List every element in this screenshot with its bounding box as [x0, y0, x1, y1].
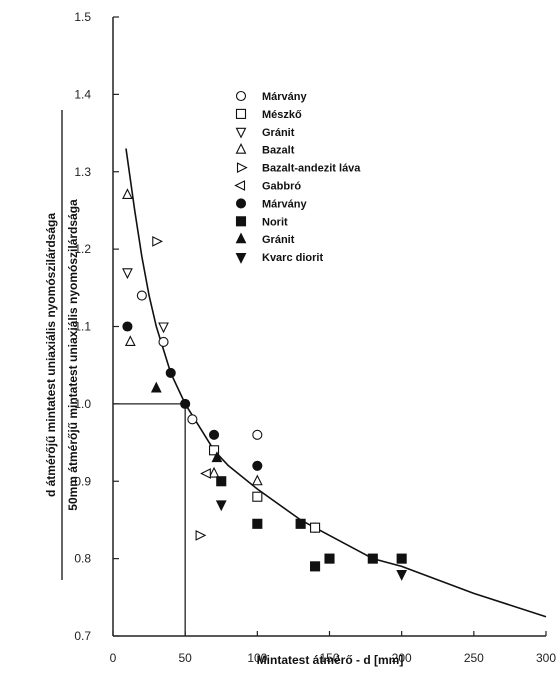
data-point [200, 468, 211, 479]
data-point [187, 414, 198, 425]
y-tick-label: 1.5 [74, 10, 91, 24]
data-point [208, 445, 220, 456]
data-point [251, 474, 263, 486]
legend-marker [235, 142, 247, 154]
data-point [367, 553, 378, 564]
y-tick-label: 1.4 [74, 87, 91, 101]
data-point [211, 451, 223, 463]
y-tick-label: 1.0 [74, 397, 91, 411]
data-point [396, 570, 408, 581]
legend-marker [235, 108, 247, 119]
data-point [215, 500, 227, 512]
y-tick-label: 1.2 [74, 242, 91, 256]
data-point [295, 518, 306, 529]
y-axis-title: d átmérőjű mintatest uniaxiális nyomószi… [44, 110, 80, 580]
data-point [216, 476, 227, 487]
x-tick-label: 150 [319, 651, 339, 665]
data-point [208, 466, 220, 478]
y-axis-title-denominator: 50mm átmérőjű mintatest uniaxiális nyomó… [66, 199, 80, 511]
data-point [158, 336, 169, 348]
data-point [252, 429, 263, 440]
data-point [158, 322, 169, 334]
x-tick-label: 300 [536, 651, 556, 665]
reference-lines [113, 403, 186, 636]
legend-label: Bazalt-andezit láva [262, 163, 361, 175]
data-point [180, 398, 191, 409]
y-tick-label: 0.8 [74, 552, 91, 566]
legend-label: Márvány [262, 91, 308, 103]
legend-marker [235, 198, 247, 209]
legend-label: Norit [262, 216, 288, 228]
x-tick-label: 0 [110, 651, 117, 665]
legend-marker [235, 90, 247, 102]
y-tick-label: 1.1 [74, 320, 91, 334]
y-axis-title-numerator: d átmérőjű mintatest uniaxiális nyomószi… [44, 213, 58, 497]
legend-marker [235, 216, 247, 227]
fit-curve [125, 148, 547, 618]
data-point [252, 460, 263, 471]
legend-label: Kvarc diorit [262, 252, 323, 264]
legend-label: Gránit [262, 234, 295, 246]
legend-label: Gránit [262, 127, 295, 139]
x-axis-title: Mintatest átmérő - d [mm] [257, 653, 404, 667]
legend-label: Márvány [262, 198, 308, 210]
data-point [136, 290, 147, 301]
y-tick-label: 0.7 [74, 629, 91, 643]
legend-marker [235, 232, 247, 244]
legend-label: Gabbró [262, 181, 301, 193]
x-tick-label: 100 [247, 651, 267, 665]
data-point [150, 381, 162, 393]
data-point [195, 530, 207, 541]
data-point [122, 268, 133, 280]
legend-label: Mészkő [262, 109, 302, 121]
data-point [252, 518, 263, 529]
data-point [122, 321, 133, 332]
ticks: 0.7 0.8 0.9 1.0 1.1 1.2 1.3 1.4 1.5 0 50 100 150 200 2… [74, 10, 556, 665]
data-point [124, 335, 136, 347]
legend-marker [235, 127, 247, 139]
legend-marker [236, 162, 248, 173]
data-point [310, 561, 321, 572]
legend-marker [234, 180, 246, 191]
data-point [396, 553, 407, 564]
data-point [152, 235, 164, 247]
data-point [122, 188, 133, 200]
legend: Márvány Mészkő Gránit Bazalt Bazalt-andezit … [234, 90, 361, 264]
fit-curve-layer [125, 148, 547, 618]
legend-label: Bazalt [262, 145, 295, 157]
data-point [165, 367, 176, 378]
data-point [324, 553, 335, 564]
data-point [252, 491, 263, 502]
legend-marker [235, 253, 247, 264]
x-tick-label: 50 [178, 651, 192, 665]
x-tick-label: 250 [464, 651, 484, 665]
x-tick-label: 200 [392, 651, 412, 665]
y-tick-label: 1.3 [74, 165, 91, 179]
y-tick-label: 0.9 [74, 474, 91, 488]
plot-area [112, 17, 546, 637]
data-point [208, 429, 220, 440]
data-points [122, 188, 408, 581]
data-point [310, 522, 321, 533]
